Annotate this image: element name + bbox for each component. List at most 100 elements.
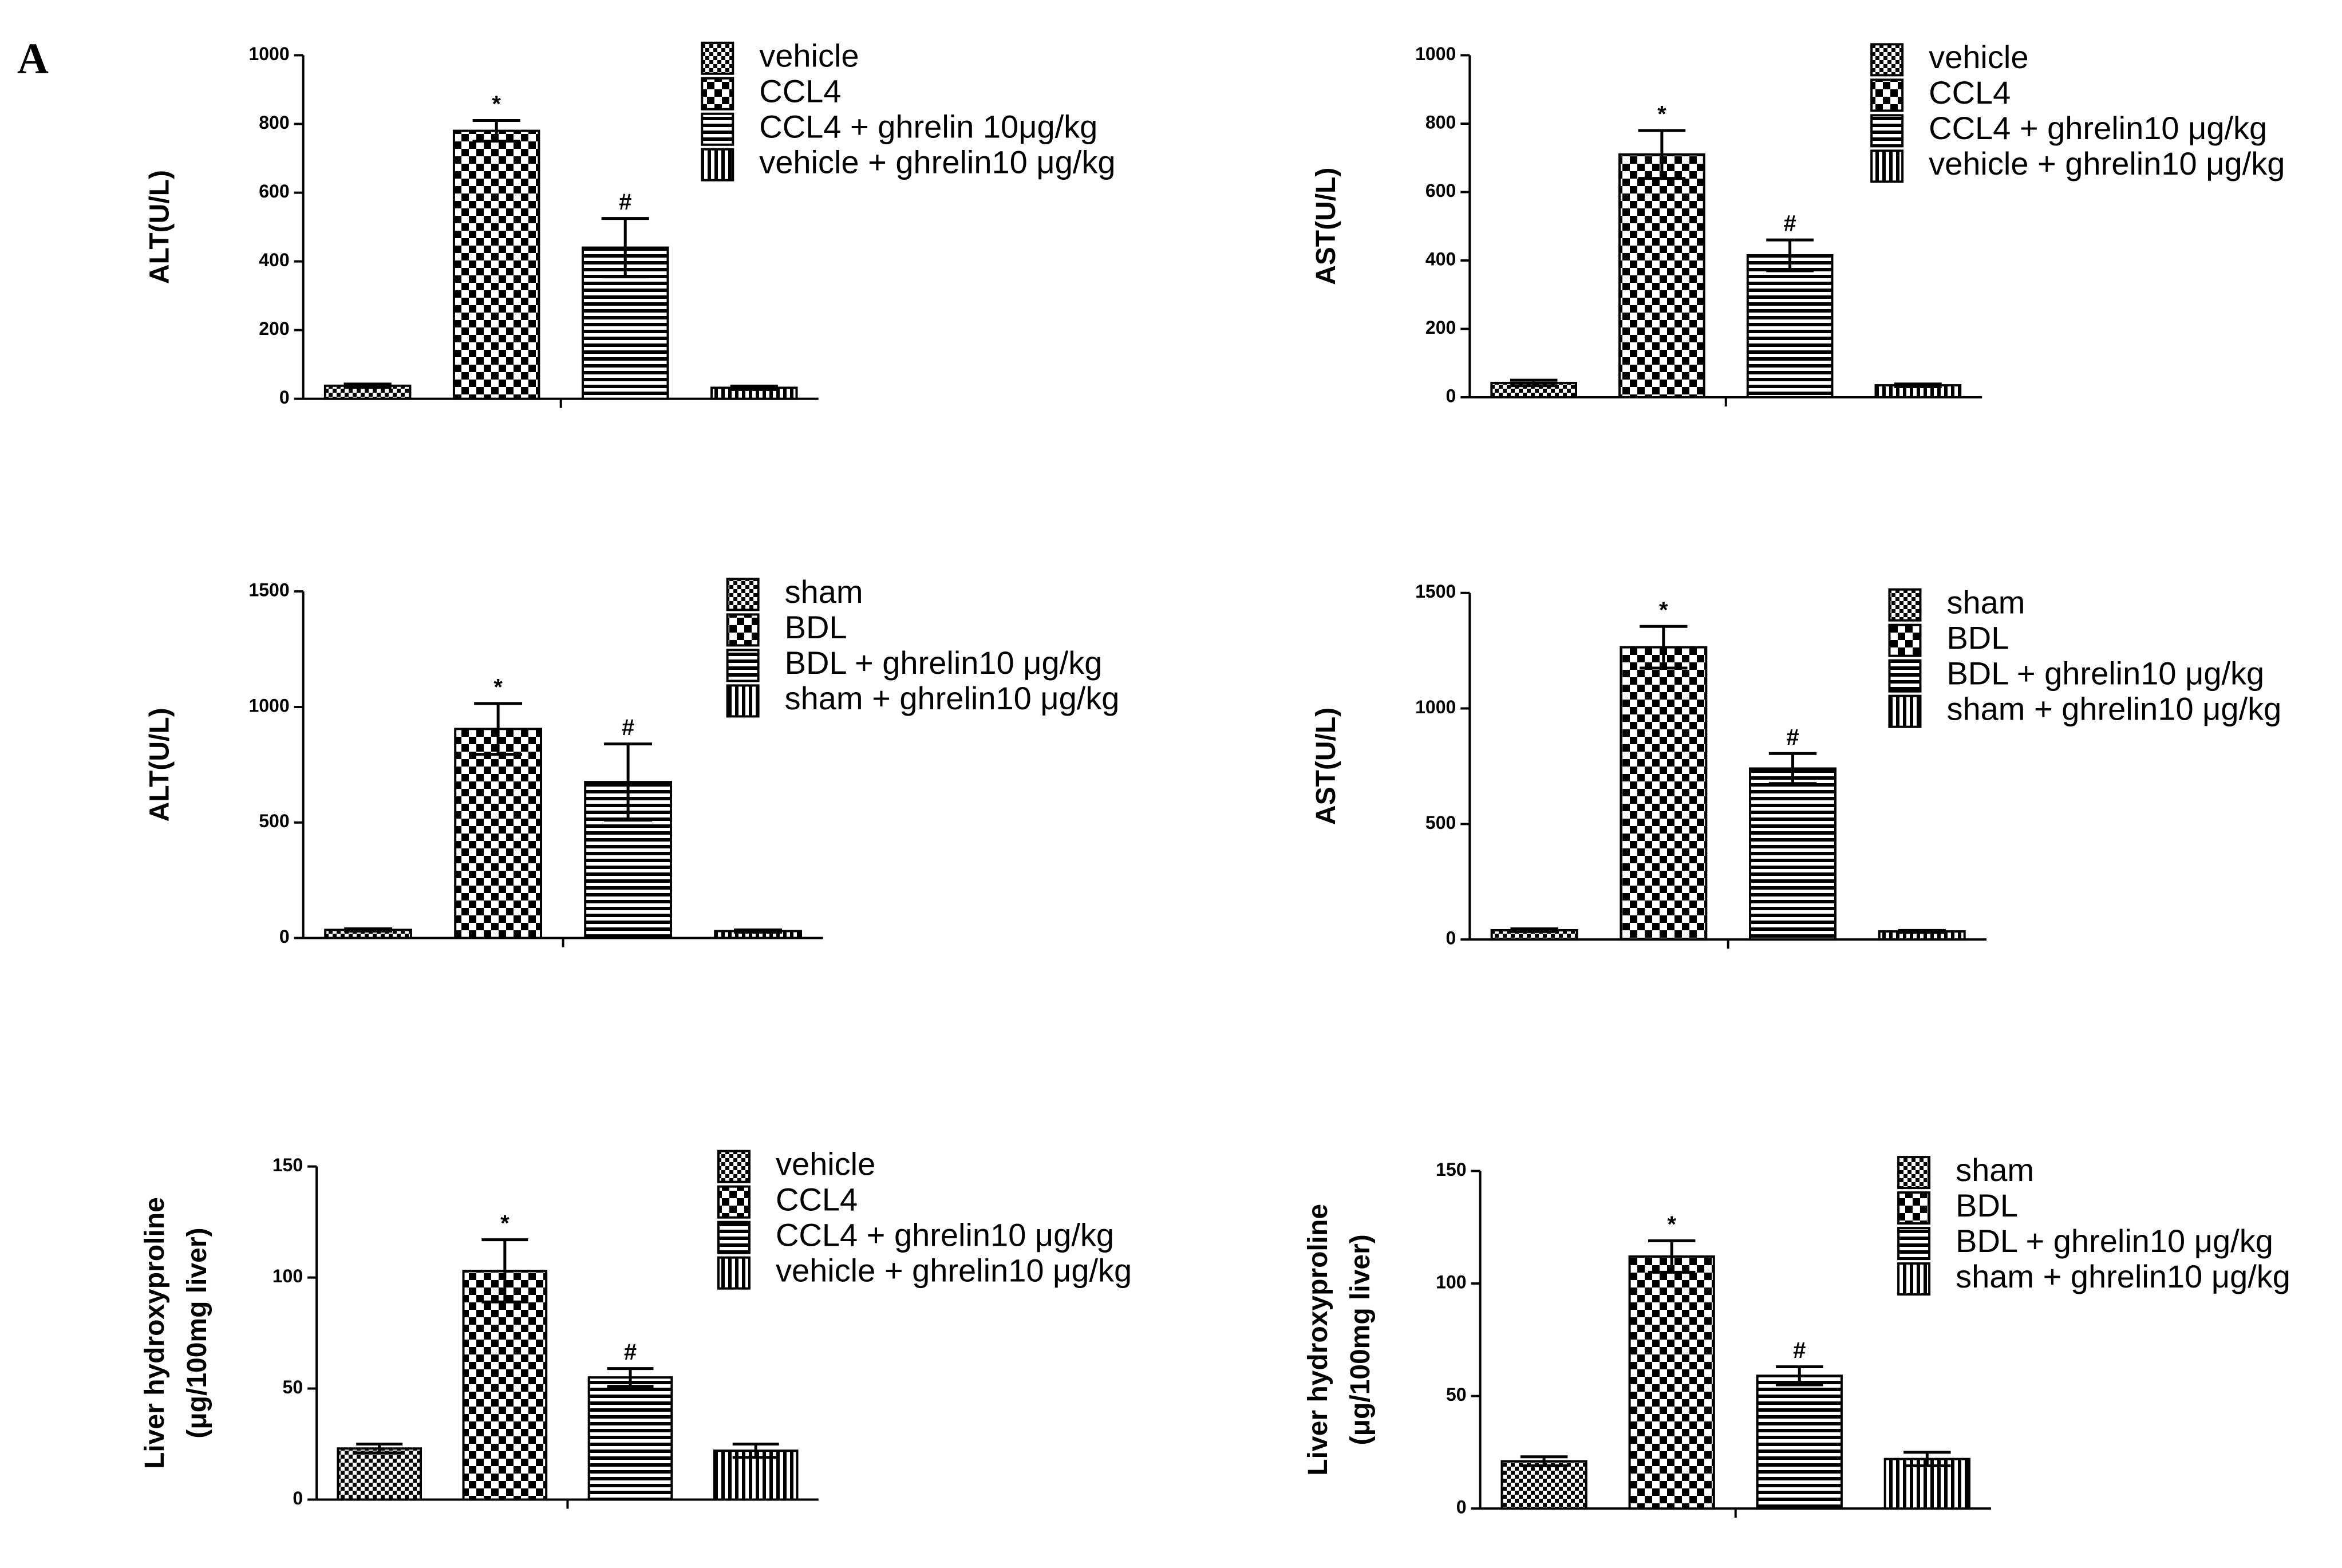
bar bbox=[452, 129, 540, 400]
y-tick-label: 1500 bbox=[1415, 581, 1456, 602]
y-axis-label: Liver hydroxyproline bbox=[1303, 1204, 1333, 1476]
legend-label: sham bbox=[1946, 584, 2025, 620]
y-tick-label: 400 bbox=[1425, 248, 1456, 269]
y-tick-label: 100 bbox=[1436, 1272, 1466, 1293]
legend-swatch bbox=[717, 1256, 751, 1290]
legend-label: CCL4 bbox=[1929, 74, 2011, 110]
significance-marker: # bbox=[1793, 1338, 1806, 1363]
error-bar bbox=[1648, 1239, 1696, 1274]
bar bbox=[1500, 1460, 1587, 1510]
bar bbox=[1618, 153, 1705, 399]
legend-label: vehicle + ghrelin10 μg/kg bbox=[776, 1252, 1132, 1288]
y-tick-label: 200 bbox=[1425, 317, 1456, 338]
y-tick-label: 100 bbox=[272, 1266, 303, 1286]
legend-label: BDL + ghrelin10 μg/kg bbox=[1946, 655, 2264, 691]
significance-marker: * bbox=[1659, 598, 1668, 623]
error-bar bbox=[1640, 625, 1688, 670]
legend-swatch bbox=[1888, 588, 1922, 622]
error-bar bbox=[604, 742, 653, 822]
legend-label: vehicle bbox=[1929, 39, 2028, 75]
legend-swatch bbox=[1888, 659, 1922, 693]
y-tick-label: 50 bbox=[1446, 1384, 1467, 1405]
legend-label: sham bbox=[785, 574, 863, 610]
error-bar bbox=[1510, 927, 1558, 933]
y-tick-label: 1000 bbox=[1415, 44, 1456, 64]
legend-swatch bbox=[701, 112, 734, 146]
panel-label: A bbox=[17, 34, 49, 82]
legend-swatch bbox=[1870, 114, 1904, 148]
legend-swatch bbox=[701, 148, 734, 181]
significance-marker: * bbox=[1657, 102, 1666, 127]
legend-label: BDL bbox=[1956, 1187, 2018, 1223]
error-bar bbox=[356, 1443, 403, 1455]
bar bbox=[713, 1449, 799, 1501]
error-bar bbox=[732, 1443, 779, 1459]
legend-swatch bbox=[717, 1150, 751, 1183]
error-bar bbox=[1768, 752, 1817, 785]
y-axis-label: (μg/100mg liver) bbox=[1345, 1234, 1376, 1445]
legend-label: CCL4 + ghrelin 10μg/kg bbox=[759, 109, 1097, 145]
y-tick-label: 50 bbox=[283, 1377, 303, 1397]
legend-swatch bbox=[717, 1185, 751, 1219]
y-tick-label: 150 bbox=[1436, 1159, 1466, 1180]
significance-marker: * bbox=[1667, 1212, 1676, 1237]
legend-label: BDL bbox=[785, 609, 847, 645]
y-tick-label: 800 bbox=[1425, 112, 1456, 132]
legend-swatch bbox=[726, 684, 760, 718]
bar bbox=[1749, 767, 1837, 941]
legend-label: vehicle bbox=[759, 38, 859, 74]
y-tick-label: 0 bbox=[279, 387, 290, 408]
y-tick-label: 400 bbox=[259, 250, 289, 270]
y-tick-label: 500 bbox=[259, 811, 289, 831]
error-bar bbox=[1898, 929, 1946, 934]
legend-swatch bbox=[1897, 1191, 1931, 1225]
significance-marker: # bbox=[1786, 725, 1799, 750]
y-tick-label: 0 bbox=[1456, 1497, 1467, 1518]
legend-swatch bbox=[1870, 78, 1904, 112]
legend-label: vehicle bbox=[776, 1146, 875, 1182]
significance-marker: * bbox=[492, 92, 501, 117]
y-axis-label: Liver hydroxyproline bbox=[140, 1197, 170, 1469]
error-bar bbox=[607, 1367, 654, 1388]
legend-swatch bbox=[726, 613, 760, 647]
legend-swatch bbox=[1888, 623, 1922, 657]
legend-swatch bbox=[1870, 149, 1904, 183]
legend-label: CCL4 + ghrelin10 μg/kg bbox=[776, 1217, 1114, 1253]
y-axis-label: AST(U/L) bbox=[1311, 708, 1341, 825]
legend-swatch bbox=[1897, 1262, 1931, 1296]
y-tick-label: 1000 bbox=[1415, 697, 1456, 717]
legend-label: vehicle + ghrelin10 μg/kg bbox=[1929, 145, 2285, 181]
legend-swatch bbox=[726, 649, 760, 682]
y-axis-label: AST(U/L) bbox=[1311, 168, 1341, 285]
legend-label: BDL bbox=[1946, 619, 2009, 655]
significance-marker: # bbox=[619, 189, 631, 215]
bar bbox=[1490, 381, 1578, 399]
significance-marker: # bbox=[1784, 211, 1796, 236]
legend-swatch bbox=[701, 41, 734, 75]
bar bbox=[1628, 1255, 1715, 1510]
legend-label: CCL4 bbox=[759, 73, 841, 109]
legend-label: BDL + ghrelin10 μg/kg bbox=[1956, 1223, 2273, 1259]
error-bar bbox=[1903, 1451, 1951, 1467]
error-bar bbox=[474, 702, 523, 756]
significance-marker: * bbox=[500, 1211, 510, 1236]
y-tick-label: 1000 bbox=[248, 44, 289, 64]
bar bbox=[1756, 1375, 1843, 1510]
y-tick-label: 800 bbox=[259, 112, 289, 133]
legend-swatch bbox=[1888, 694, 1922, 728]
y-axis-label: (μg/100mg liver) bbox=[182, 1228, 212, 1439]
error-bar bbox=[481, 1238, 528, 1304]
error-bar bbox=[472, 119, 520, 143]
bar bbox=[1746, 254, 1834, 399]
y-axis-label: ALT(U/L) bbox=[144, 170, 175, 284]
legend-label: vehicle + ghrelin10 μg/kg bbox=[759, 144, 1115, 180]
error-bar bbox=[1638, 129, 1686, 180]
legend-label: sham + ghrelin10 μg/kg bbox=[785, 680, 1120, 716]
legend-label: CCL4 + ghrelin10 μg/kg bbox=[1929, 110, 2267, 146]
error-bar bbox=[1766, 238, 1814, 272]
y-tick-label: 600 bbox=[259, 181, 289, 202]
y-tick-label: 150 bbox=[272, 1155, 303, 1175]
bar bbox=[1620, 646, 1708, 941]
y-tick-label: 200 bbox=[259, 318, 289, 339]
